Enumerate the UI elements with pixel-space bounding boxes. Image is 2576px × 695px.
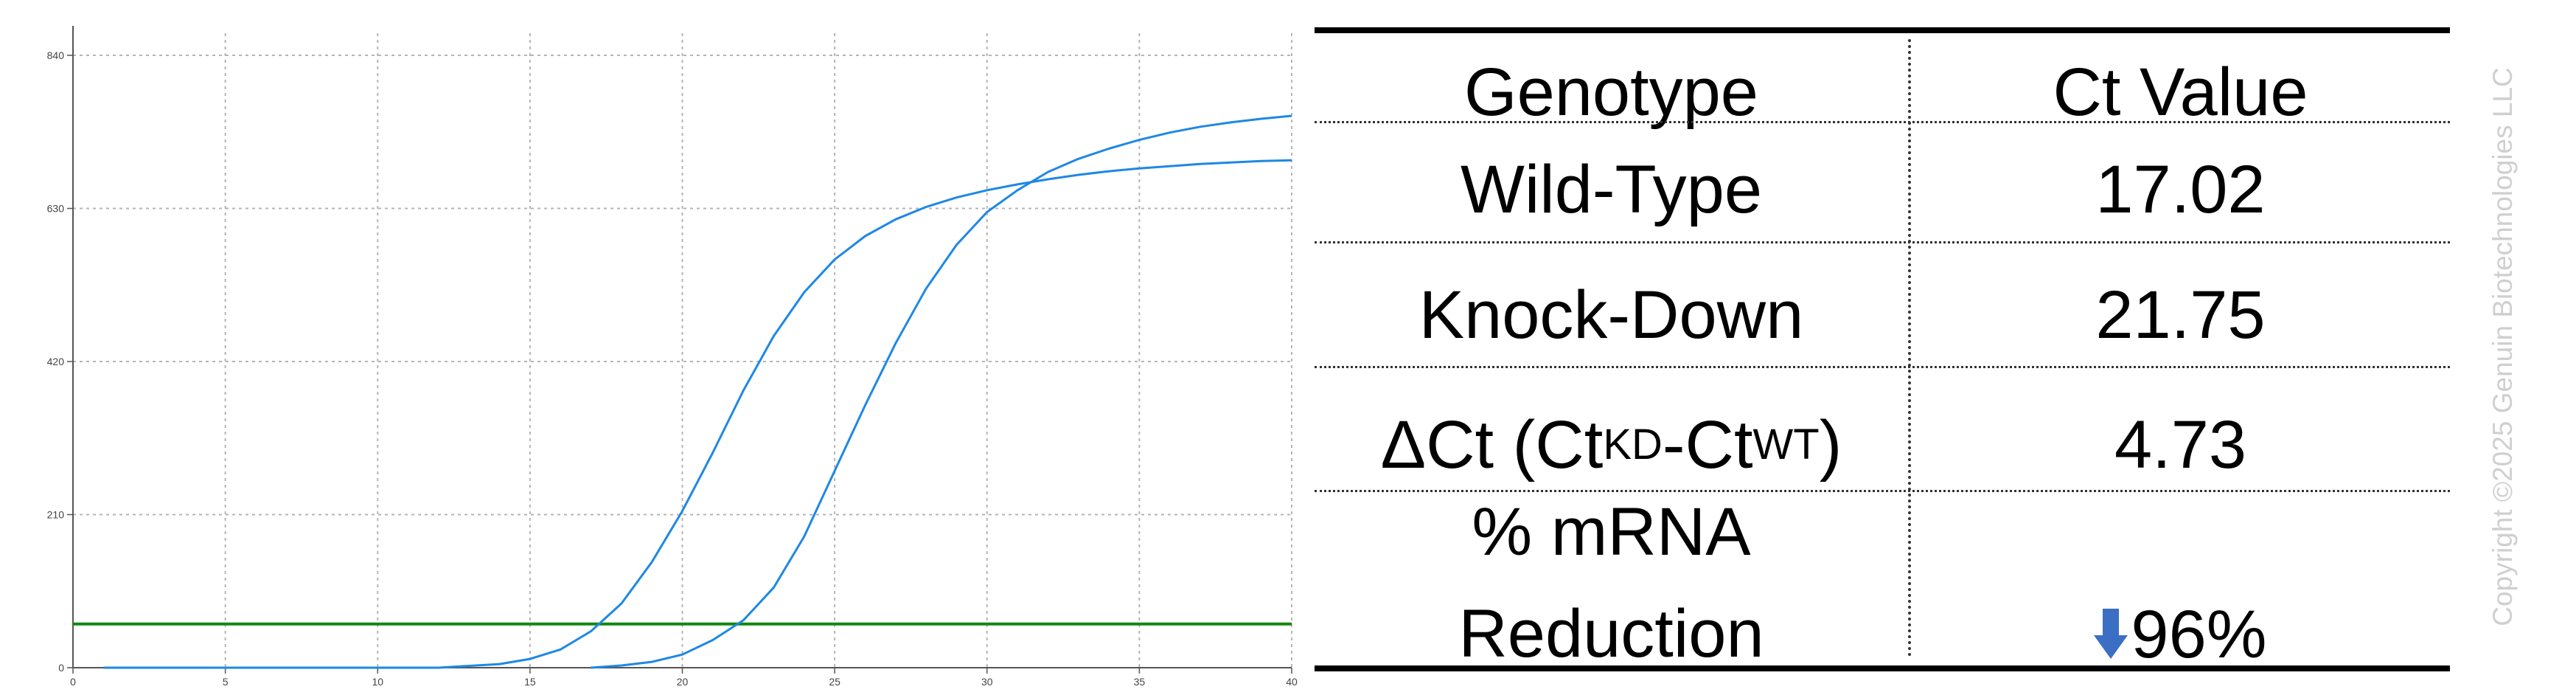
amplification-curves xyxy=(103,114,1292,669)
x-tick-label: 10 xyxy=(372,676,383,688)
x-tick-label: 40 xyxy=(1286,676,1298,688)
x-tick-label: 0 xyxy=(70,676,76,688)
row-divider xyxy=(1315,241,2450,243)
genotype-wild-type: Wild-Type xyxy=(1461,152,1762,227)
y-tick-label: 420 xyxy=(47,356,65,367)
amplification-curve-1 xyxy=(103,159,1292,669)
row-divider xyxy=(1315,366,2450,368)
reduction-value: 96% xyxy=(2131,597,2267,672)
amplification-curve-2 xyxy=(591,114,1292,669)
x-tick-label: 35 xyxy=(1134,676,1146,688)
results-table: Genotype Ct Value Wild-Type 17.02 Knock-… xyxy=(1315,27,2450,671)
table-bottom-rule xyxy=(1315,665,2450,671)
row-divider xyxy=(1315,121,2450,123)
genotype-knock-down: Knock-Down xyxy=(1418,277,1804,353)
x-tick-label: 5 xyxy=(223,676,229,688)
delta-ct-label: ΔCt (Ct KD -Ct WT) xyxy=(1380,407,1842,483)
ct-knock-down: 21.75 xyxy=(2095,277,2266,353)
delta-ct-dash: -Ct xyxy=(1662,407,1753,483)
y-tick-label: 0 xyxy=(58,662,64,674)
header-genotype: Genotype xyxy=(1464,55,1758,130)
x-tick-label: 30 xyxy=(981,676,993,688)
y-tick-label: 210 xyxy=(47,509,65,521)
copyright-watermark: Copyright ©2025 Genuin Biotechnologies L… xyxy=(2488,67,2518,626)
reduction-value-cell: 96% xyxy=(1911,598,2450,671)
table-column-divider xyxy=(1908,39,1911,657)
down-arrow-icon xyxy=(2094,609,2128,659)
reduction-label-line2: Reduction xyxy=(1458,595,1764,671)
table-top-rule xyxy=(1315,27,2450,33)
tick-labels: 0 5 10 15 20 25 30 35 40 0 210 420 630 840 xyxy=(47,49,1298,688)
ct-wild-type: 17.02 xyxy=(2095,152,2266,227)
x-tick-label: 15 xyxy=(524,676,536,688)
y-tick-label: 630 xyxy=(47,203,65,215)
delta-ct-prefix: ΔCt (Ct xyxy=(1380,407,1604,483)
x-tick-label: 25 xyxy=(829,676,840,688)
x-tick-label: 20 xyxy=(677,676,689,688)
y-tick-label: 840 xyxy=(47,49,65,61)
reduction-label: % mRNA Reduction xyxy=(1315,495,1908,671)
reduction-label-line1: % mRNA xyxy=(1472,494,1751,570)
axes xyxy=(67,26,1292,674)
header-ct-value: Ct Value xyxy=(2053,55,2308,130)
row-divider xyxy=(1315,490,2450,492)
grid-lines xyxy=(73,33,1292,668)
delta-ct-value: 4.73 xyxy=(2114,407,2247,483)
amplification-chart: 0 5 10 15 20 25 30 35 40 0 210 420 630 840 xyxy=(47,26,1298,688)
delta-ct-close: ) xyxy=(1819,407,1842,483)
